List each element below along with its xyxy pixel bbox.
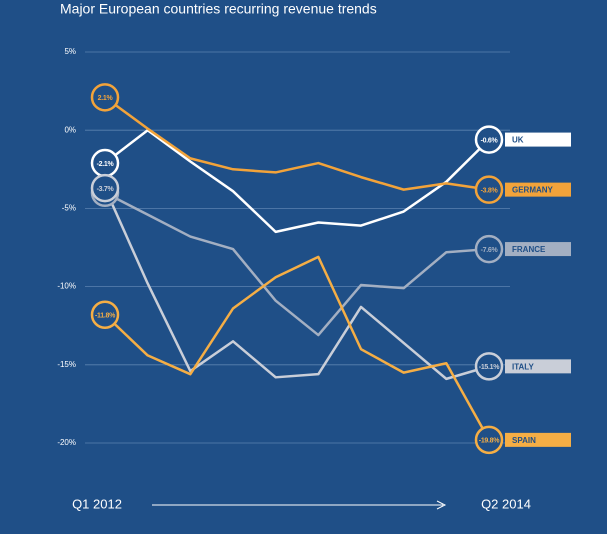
series-line bbox=[103, 187, 490, 381]
value-badge bbox=[90, 300, 120, 330]
value-badge bbox=[90, 83, 120, 112]
legend-label: FRANCE bbox=[512, 245, 546, 254]
y-tick-label: 0% bbox=[64, 125, 76, 134]
value-badge bbox=[90, 173, 120, 203]
y-tick-label: -5% bbox=[62, 204, 76, 213]
legend-swatch bbox=[505, 242, 571, 257]
series-line bbox=[104, 255, 491, 441]
data-label: -3.7% bbox=[97, 186, 115, 193]
legend-label: SPAIN bbox=[512, 436, 536, 445]
y-tick-label: 5% bbox=[64, 47, 76, 56]
series-line bbox=[104, 191, 490, 337]
value-badge bbox=[474, 125, 504, 154]
series-line bbox=[104, 128, 490, 234]
series-line bbox=[104, 96, 490, 191]
data-label: -7.6% bbox=[481, 247, 499, 254]
legend-swatch bbox=[505, 132, 571, 147]
data-label: -0.6% bbox=[481, 137, 499, 144]
y-tick-label: -10% bbox=[57, 282, 76, 291]
value-badge bbox=[474, 175, 504, 204]
legend-label: ITALY bbox=[512, 362, 534, 371]
value-badge bbox=[474, 425, 504, 455]
legend-label: GERMANY bbox=[512, 186, 554, 195]
data-label: 2.1% bbox=[98, 95, 114, 102]
legend-label: UK bbox=[512, 136, 524, 145]
x-tick-label: Q2 2014 bbox=[481, 496, 531, 511]
y-tick-label: -20% bbox=[57, 438, 76, 447]
data-label: -19.8% bbox=[479, 438, 500, 445]
data-label: -11.8% bbox=[95, 313, 116, 320]
value-badge bbox=[474, 352, 504, 381]
y-tick-label: -15% bbox=[57, 360, 76, 369]
value-badge bbox=[474, 234, 504, 264]
legend-swatch bbox=[505, 432, 571, 447]
data-label: -3.8% bbox=[481, 187, 499, 194]
data-label: -2.1% bbox=[97, 161, 115, 168]
x-tick-label: Q1 2012 bbox=[72, 496, 122, 511]
chart-title: Major European countries recurring reven… bbox=[60, 1, 377, 17]
legend-swatch bbox=[505, 359, 571, 374]
data-label: -15.1% bbox=[479, 364, 500, 371]
legend-swatch bbox=[505, 182, 571, 197]
arrow-head bbox=[436, 500, 447, 510]
